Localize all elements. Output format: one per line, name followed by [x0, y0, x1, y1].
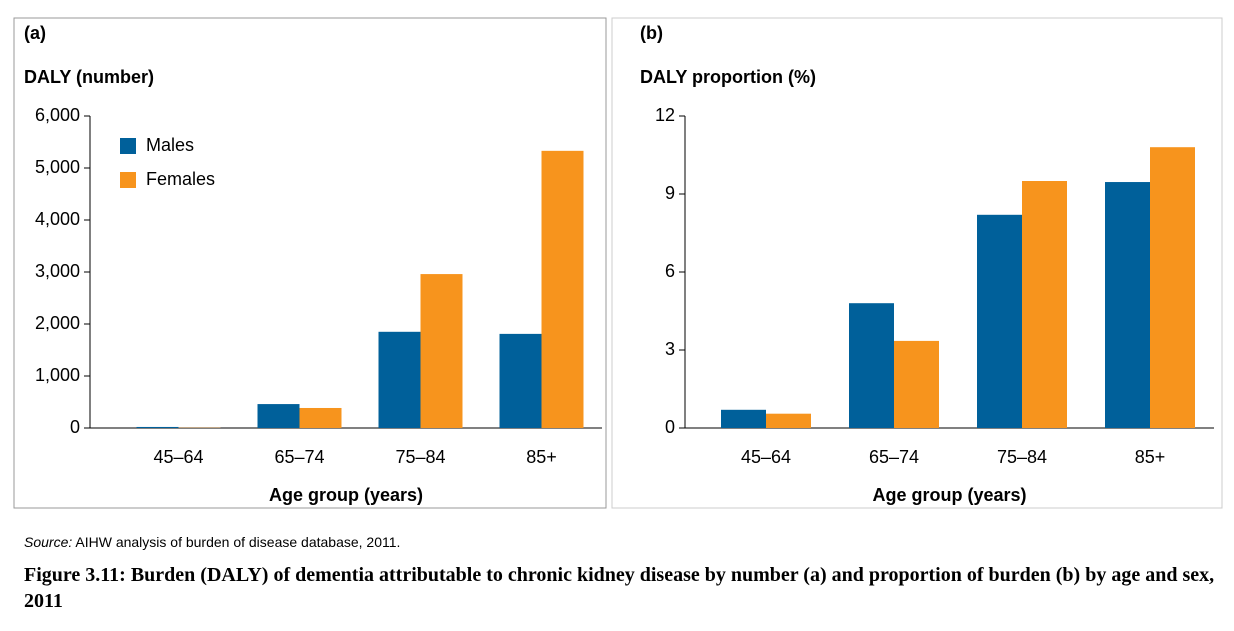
x-tick-label: 65–74	[274, 447, 324, 467]
source-text: AIHW analysis of burden of disease datab…	[75, 534, 401, 550]
bar	[721, 409, 766, 428]
bar	[1105, 182, 1150, 428]
y-tick-label: 1,000	[35, 365, 80, 385]
y-tick-label: 9	[665, 183, 675, 203]
panel-label: (a)	[24, 23, 46, 43]
x-axis-title: Age group (years)	[269, 485, 423, 505]
bar	[257, 404, 300, 428]
x-tick-label: 75–84	[395, 447, 445, 467]
x-tick-label: 45–64	[153, 447, 203, 467]
x-tick-label: 75–84	[997, 447, 1047, 467]
bar	[894, 340, 939, 428]
bar	[541, 150, 584, 428]
caption: Figure 3.11: Burden (DALY) of dementia a…	[24, 564, 1215, 612]
y-tick-label: 3,000	[35, 261, 80, 281]
bar	[136, 426, 179, 428]
bar	[299, 407, 342, 428]
bar	[378, 331, 421, 428]
y-tick-label: 5,000	[35, 157, 80, 177]
y-tick-label: 3	[665, 339, 675, 359]
panel-frame	[611, 17, 1223, 509]
bar	[499, 333, 542, 428]
source-label: Source:	[24, 534, 73, 550]
bar	[1022, 181, 1067, 428]
bar	[1150, 147, 1195, 428]
axis-title: DALY proportion (%)	[640, 67, 816, 87]
y-tick-label: 12	[655, 105, 675, 125]
bar	[977, 214, 1022, 428]
axis-title: DALY (number)	[24, 67, 154, 87]
x-tick-label: 65–74	[869, 447, 919, 467]
y-tick-label: 2,000	[35, 313, 80, 333]
y-tick-label: 0	[665, 417, 675, 437]
x-axis-title: Age group (years)	[872, 485, 1026, 505]
bar	[766, 413, 811, 428]
x-tick-label: 85+	[526, 447, 557, 467]
chart: (a) DALY (number) 0 1,000 2,000 3,000 4,000 5,0…	[13, 17, 1223, 509]
legend-swatch	[120, 172, 136, 188]
panel-frame	[13, 17, 607, 509]
bar	[849, 303, 894, 428]
y-tick-label: 6	[665, 261, 675, 281]
panel-label: (b)	[640, 23, 663, 43]
x-tick-label: 45–64	[741, 447, 791, 467]
y-tick-label: 6,000	[35, 105, 80, 125]
legend-swatch	[120, 138, 136, 154]
source: Source: AIHW analysis of burden of disea…	[24, 534, 400, 550]
bar	[420, 274, 463, 428]
y-tick-label: 0	[70, 417, 80, 437]
y-tick-label: 4,000	[35, 209, 80, 229]
x-tick-label: 85+	[1135, 447, 1166, 467]
legend-label: Females	[146, 169, 215, 189]
legend-label: Males	[146, 135, 194, 155]
